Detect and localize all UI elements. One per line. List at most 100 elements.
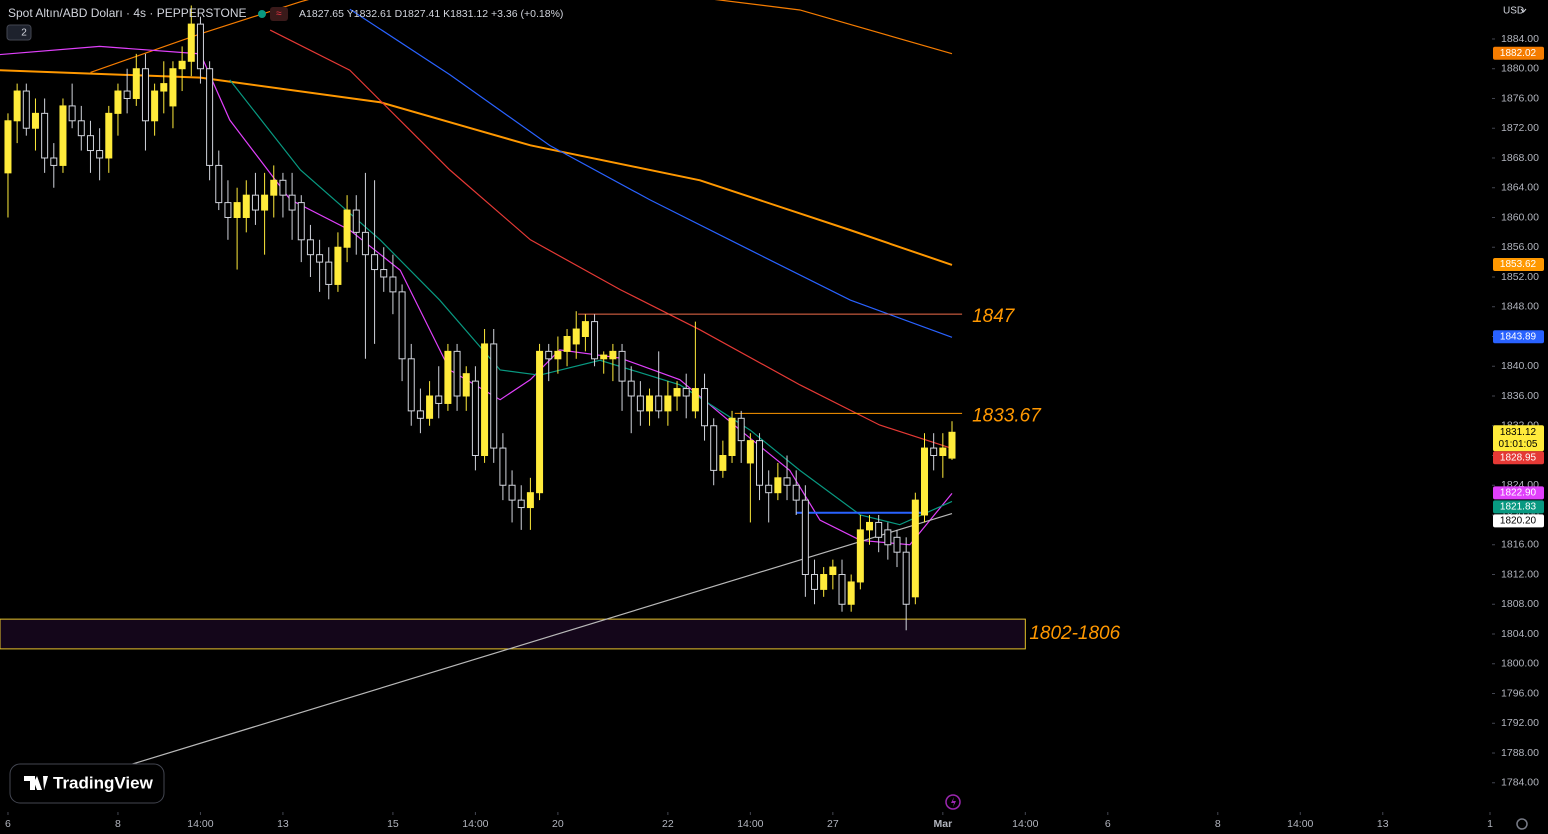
candle-body xyxy=(416,410,424,419)
candle-body xyxy=(554,350,562,360)
candle-body xyxy=(902,551,910,605)
x-tick-label: 15 xyxy=(387,818,399,830)
candle-body xyxy=(132,68,140,99)
y-tick-label: 1816.00 xyxy=(1501,539,1539,551)
x-tick-label: 8 xyxy=(1215,818,1221,830)
candle-body xyxy=(13,90,21,122)
candle-body xyxy=(792,484,800,501)
support-zone xyxy=(0,618,1026,650)
y-tick-label: 1788.00 xyxy=(1501,747,1539,759)
event-bolt xyxy=(951,797,956,807)
current-price-badge xyxy=(1493,425,1544,452)
chart-title: Spot Altın/ABD Doları · 4s · PEPPERSTONE xyxy=(8,6,247,20)
ohlc-legend: A1827.65 Y1832.61 D1827.41 K1831.12 +3.3… xyxy=(299,8,563,20)
price-badge xyxy=(1493,257,1544,271)
y-tick-label: 1804.00 xyxy=(1501,628,1539,640)
candle-body xyxy=(499,447,507,486)
ohlc-label: K xyxy=(443,8,450,20)
y-tick-label: 1876.00 xyxy=(1501,92,1539,104)
y-tick-label: 1792.00 xyxy=(1501,717,1539,729)
candle-body xyxy=(948,431,956,459)
y-tick-label: 1796.00 xyxy=(1501,687,1539,699)
x-tick-label: 27 xyxy=(827,818,839,830)
plot-area xyxy=(0,0,1026,769)
zone-label: 1802-1806 xyxy=(1029,623,1120,644)
price-badge xyxy=(1493,451,1544,465)
x-tick-label: 14:00 xyxy=(737,818,763,830)
candle-body xyxy=(325,261,333,285)
price-badge-label: 1822.90 xyxy=(1500,488,1537,499)
candle-body xyxy=(811,574,819,590)
candle-body xyxy=(517,499,525,509)
candle-body xyxy=(508,484,516,501)
y-tick-label: 1840.00 xyxy=(1501,360,1539,372)
candle-body xyxy=(151,90,159,122)
x-tick-label: 6 xyxy=(1105,818,1111,830)
y-tick-label: 1800.00 xyxy=(1501,658,1539,670)
ohlc-value: 1827.65 xyxy=(306,8,344,20)
candle-body xyxy=(591,321,599,360)
ma-line xyxy=(269,29,953,450)
settings-icon[interactable] xyxy=(1516,818,1528,830)
candle-body xyxy=(31,112,39,129)
currency[interactable]: USD xyxy=(1503,6,1524,17)
candle-body xyxy=(572,328,580,345)
candle-body xyxy=(141,68,149,122)
ohlc-label: Y xyxy=(347,8,354,20)
price-badge-label: 1882.02 xyxy=(1500,48,1537,59)
candle-body xyxy=(921,447,929,516)
price-badge xyxy=(1493,514,1544,528)
price-badge xyxy=(1493,500,1544,514)
candle-body xyxy=(316,254,324,263)
status-dot xyxy=(258,10,266,18)
event-icon[interactable] xyxy=(945,794,961,810)
price-badge-label: 1820.20 xyxy=(1500,516,1537,527)
y-tick-label: 1784.00 xyxy=(1501,777,1539,789)
candle-body xyxy=(783,477,791,486)
y-tick-label: 1860.00 xyxy=(1501,211,1539,223)
candle-body xyxy=(453,350,461,397)
candle-body xyxy=(691,388,699,412)
candle-body xyxy=(398,291,406,360)
level-label: 1847 xyxy=(972,306,1016,327)
change: +3.36 (+0.18%) xyxy=(491,8,563,20)
watermark-logo xyxy=(24,776,48,790)
candle-body xyxy=(279,179,287,196)
candle-body xyxy=(462,373,470,397)
ohlc-value: 1827.41 xyxy=(402,8,440,20)
x-tick-label: 8 xyxy=(115,818,121,830)
candle-body xyxy=(737,417,745,442)
candle-body xyxy=(206,68,214,166)
level-label: 1833.67 xyxy=(972,405,1042,426)
candle-body xyxy=(114,90,122,114)
price-badge xyxy=(1493,486,1544,500)
candle-body xyxy=(939,447,947,456)
y-tick-label: 1884.00 xyxy=(1501,33,1539,45)
interval-count[interactable]: 2 xyxy=(21,28,27,39)
candle-body xyxy=(856,529,864,583)
candle-body xyxy=(801,499,809,576)
candle-body xyxy=(875,521,883,538)
y-tick-label: 1836.00 xyxy=(1501,390,1539,402)
interval-count-box[interactable] xyxy=(6,24,32,41)
candle-body xyxy=(701,388,709,427)
ohlc-value: 1831.12 xyxy=(450,8,488,20)
candle-body xyxy=(627,380,635,397)
candle-body xyxy=(655,395,663,412)
candle-body xyxy=(820,574,828,590)
candle-body xyxy=(435,395,443,404)
ma-line xyxy=(119,512,953,769)
candle-body xyxy=(389,276,397,293)
candle-body xyxy=(86,135,94,152)
candle-body xyxy=(361,231,369,256)
candle-body xyxy=(169,68,177,107)
candle-body xyxy=(526,492,534,509)
y-tick-label: 1856.00 xyxy=(1501,241,1539,253)
candle-body xyxy=(334,246,342,285)
y-tick-label: 1872.00 xyxy=(1501,122,1539,134)
y-tick-label: 1812.00 xyxy=(1501,568,1539,580)
candle-body xyxy=(847,581,855,605)
candle-body xyxy=(481,343,489,456)
candle-body xyxy=(251,194,259,211)
